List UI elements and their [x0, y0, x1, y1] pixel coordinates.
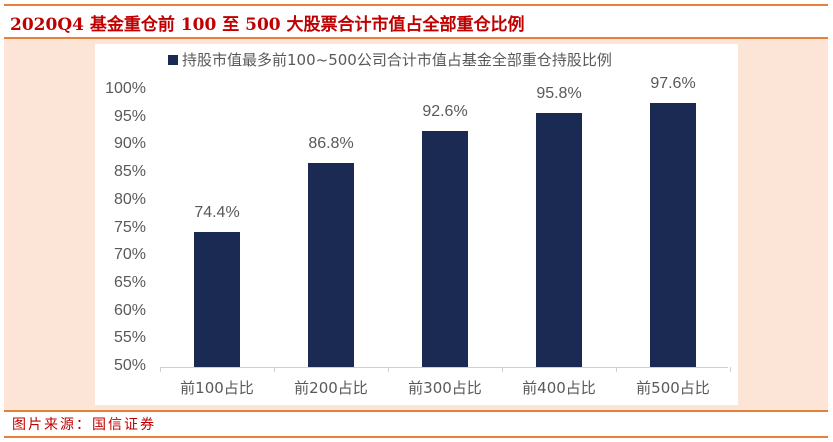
y-tick-label: 85%	[113, 163, 146, 181]
bar	[650, 103, 696, 367]
source-note: 图片来源：国信证券	[12, 417, 156, 433]
x-axis-tick	[502, 367, 503, 372]
y-tick-label: 100%	[105, 80, 146, 97]
x-axis-tick	[274, 367, 275, 372]
x-axis-tick	[730, 367, 731, 372]
x-axis-line	[160, 367, 728, 368]
footer-bottom-rule	[4, 436, 828, 438]
legend-swatch-icon	[168, 54, 178, 65]
x-tick-label: 前200占比	[294, 379, 368, 397]
x-tick-label: 前500占比	[636, 379, 710, 397]
x-axis-tick	[388, 367, 389, 372]
y-tick-label: 90%	[113, 135, 146, 153]
plot-area	[95, 44, 738, 405]
legend-label: 持股市值最多前100~500公司合计市值占基金全部重仓持股比例	[182, 51, 612, 69]
data-label: 86.8%	[308, 135, 354, 153]
x-axis-tick	[160, 367, 161, 372]
data-label: 97.6%	[650, 75, 696, 93]
y-tick-label: 80%	[113, 190, 146, 208]
y-tick-label: 95%	[113, 107, 146, 125]
x-tick-label: 前400占比	[522, 379, 596, 397]
bar	[536, 113, 582, 367]
chart-title: 2020Q4 基金重仓前 100 至 500 大股票合计市值占全部重仓比例	[10, 15, 525, 35]
data-label: 92.6%	[422, 102, 468, 120]
data-label: 95.8%	[536, 85, 582, 103]
data-label: 74.4%	[194, 203, 240, 221]
y-tick-label: 50%	[113, 357, 146, 374]
legend: 持股市值最多前100~500公司合计市值占基金全部重仓持股比例	[168, 49, 612, 70]
top-rule	[4, 4, 828, 6]
x-axis-tick	[616, 367, 617, 372]
y-tick-label: 70%	[113, 246, 146, 264]
bar	[422, 130, 468, 367]
x-tick-label: 前300占比	[408, 379, 482, 397]
title-rule	[4, 37, 828, 39]
x-tick-label: 前100占比	[180, 379, 254, 397]
bar	[308, 163, 354, 367]
bar	[194, 231, 240, 367]
y-tick-label: 75%	[113, 218, 146, 236]
y-tick-label: 55%	[113, 329, 146, 347]
y-tick-label: 65%	[113, 273, 146, 291]
y-tick-label: 60%	[113, 301, 146, 319]
footer-top-rule	[4, 410, 828, 412]
